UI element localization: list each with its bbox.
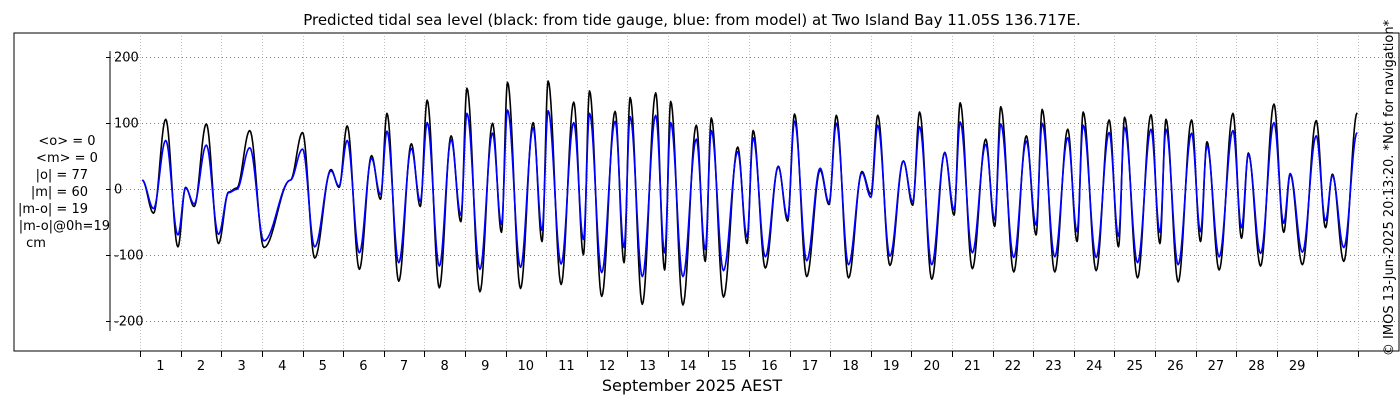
x-tick-label: 29 bbox=[1289, 359, 1306, 374]
x-tick-label: 20 bbox=[923, 359, 940, 374]
x-tick-label: 22 bbox=[1005, 359, 1022, 374]
y-tick-label: 100 bbox=[114, 117, 139, 132]
x-tick-label: 10 bbox=[518, 359, 535, 374]
stat-line: cm bbox=[26, 236, 46, 251]
series-line-model bbox=[141, 109, 1358, 278]
stat-line: |m-o| = 19 bbox=[18, 202, 88, 217]
x-tick-label: 5 bbox=[319, 359, 327, 374]
x-tick-label: 27 bbox=[1208, 359, 1225, 374]
x-tick-label: 8 bbox=[440, 359, 448, 374]
x-tick-label: 17 bbox=[802, 359, 819, 374]
stat-line: |m| = 60 bbox=[31, 185, 88, 200]
x-tick-label: 19 bbox=[883, 359, 900, 374]
x-tick-label: 1 bbox=[156, 359, 164, 374]
x-tick-label: 21 bbox=[964, 359, 981, 374]
x-tick-label: 14 bbox=[680, 359, 697, 374]
x-tick-label: 11 bbox=[558, 359, 575, 374]
x-tick-label: 23 bbox=[1045, 359, 1062, 374]
x-tick-label: 26 bbox=[1167, 359, 1184, 374]
stats-panel: <o> = 0 <m> = 0 |o| = 77 |m| = 60 |m-o| = 19… bbox=[18, 134, 110, 251]
stat-line: <o> = 0 bbox=[38, 134, 95, 149]
chart-title: Predicted tidal sea level (black: from t… bbox=[303, 11, 1081, 29]
stat-line: |o| = 77 bbox=[36, 168, 88, 183]
plot-frame bbox=[13, 32, 1400, 352]
y-tick-label: 200 bbox=[114, 51, 139, 66]
y-tick-label: 0 bbox=[114, 183, 122, 198]
x-tick-label: 12 bbox=[599, 359, 616, 374]
y-tick-label: -200 bbox=[114, 315, 144, 330]
grid-layer bbox=[110, 33, 1399, 351]
x-tick-label: 18 bbox=[842, 359, 859, 374]
x-tick-label: 2 bbox=[197, 359, 205, 374]
stat-line: <m> = 0 bbox=[36, 151, 98, 166]
x-tick-label: 6 bbox=[359, 359, 367, 374]
x-tick-label: 15 bbox=[721, 359, 738, 374]
x-tick-label: 4 bbox=[278, 359, 286, 374]
x-axis: 1 2 3 4 5 6 7 8 9 10 11 12 13 14 15 16 17 18 19 20 21 22 23 24 2… bbox=[140, 351, 1359, 374]
x-tick-label: 16 bbox=[761, 359, 778, 374]
x-tick-label: 7 bbox=[400, 359, 408, 374]
stat-line: |m-o|@0h=19 bbox=[19, 219, 110, 234]
x-tick-label: 13 bbox=[639, 359, 656, 374]
x-tick-label: 24 bbox=[1086, 359, 1103, 374]
x-axis-label: September 2025 AEST bbox=[602, 376, 783, 395]
copyright-note: © IMOS 13-Jun-2025 20:13:20. *Not for na… bbox=[1382, 19, 1397, 356]
y-tick-label: -100 bbox=[114, 249, 144, 264]
x-tick-label: 28 bbox=[1248, 359, 1265, 374]
x-tick-label: 9 bbox=[481, 359, 489, 374]
x-tick-label: 3 bbox=[237, 359, 245, 374]
y-axis: 200 100 0 -100 -200 bbox=[106, 51, 144, 331]
series-layer bbox=[141, 80, 1358, 306]
x-tick-label: 25 bbox=[1126, 359, 1143, 374]
